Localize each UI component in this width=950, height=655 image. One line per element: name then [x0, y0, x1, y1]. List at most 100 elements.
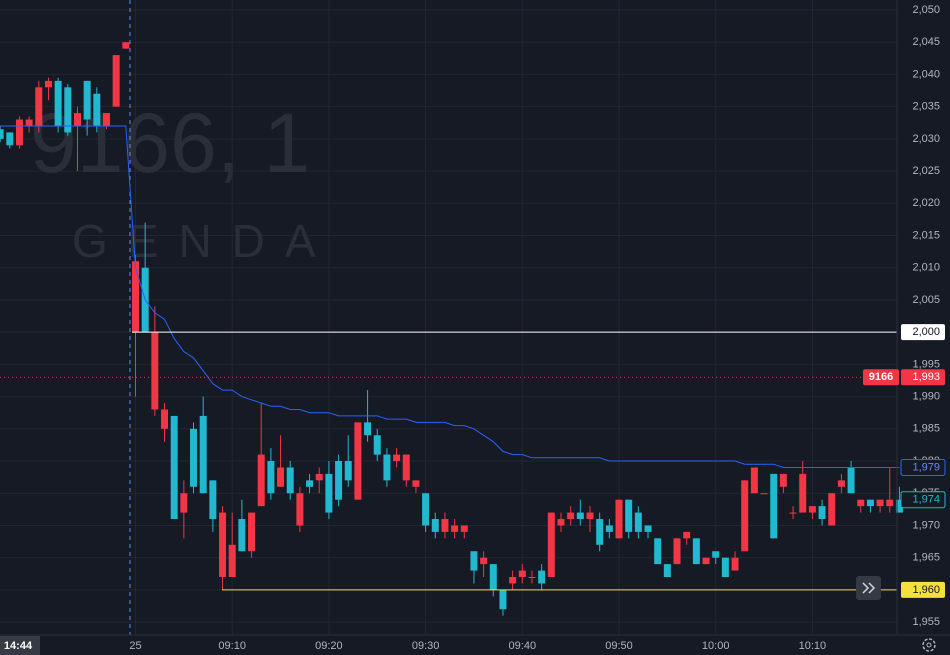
candle-body: [692, 538, 700, 565]
candle-body: [886, 499, 894, 507]
price-label: 2,000: [912, 326, 940, 338]
candle-body: [528, 577, 536, 579]
candle-body: [6, 132, 14, 146]
x-tick-label: 10:00: [702, 640, 730, 652]
candle-body: [770, 473, 778, 539]
price-label-box: [901, 581, 945, 598]
scroll-icon[interactable]: [862, 582, 876, 594]
candle-body: [460, 525, 468, 532]
candle-body: [315, 473, 323, 481]
candle-body: [248, 512, 256, 552]
candle-body: [257, 454, 265, 507]
candle-body: [654, 538, 662, 565]
candle-body: [712, 551, 720, 558]
y-tick-label: 1,955: [912, 616, 940, 628]
axes: 2,050 2,045 2,040 2,035 2,030 2,025 2,020 2,015…: [129, 4, 946, 652]
candle-body: [199, 415, 207, 494]
candle-body: [325, 473, 333, 513]
candle-body: [615, 499, 623, 539]
price-label-box: [901, 369, 945, 386]
price-label: 1,974: [912, 494, 940, 506]
candle-body: [383, 454, 391, 481]
candle-body: [170, 415, 178, 520]
y-tick-label: 2,025: [912, 165, 940, 177]
candle-body: [547, 512, 555, 578]
candle-body: [683, 531, 691, 539]
candle-body: [760, 493, 768, 495]
candle-body: [789, 512, 797, 514]
candle-body: [64, 87, 72, 133]
candle-body: [402, 454, 410, 481]
candle-body: [83, 80, 91, 120]
x-tick-label: 09:30: [412, 640, 440, 652]
candle-body: [190, 428, 198, 487]
price-label: 1,993: [912, 371, 940, 383]
candle-body: [499, 589, 507, 610]
vwap-line: [0, 125, 900, 468]
candle-body: [73, 113, 81, 126]
candle-body: [306, 480, 314, 487]
y-tick-label: 1,985: [912, 423, 940, 435]
candle-body: [354, 422, 362, 500]
candle-body: [209, 480, 217, 520]
settings-button[interactable]: [922, 638, 936, 652]
candle-body: [489, 564, 497, 590]
candle-body: [219, 512, 227, 578]
x-tick-label: 09:10: [218, 640, 246, 652]
candle-body: [238, 519, 246, 552]
y-tick-label: 2,015: [912, 229, 940, 241]
symbol-label-box: [863, 369, 899, 386]
candle-body: [576, 512, 584, 520]
candle-body: [663, 564, 671, 578]
candle-body: [895, 499, 903, 513]
candle-body: [779, 473, 787, 487]
candle-body: [15, 119, 23, 146]
candle-body: [373, 435, 381, 455]
candle-body: [480, 557, 488, 565]
candle-body: [277, 467, 285, 487]
price-label: 1,960: [912, 584, 940, 596]
candle-body: [286, 467, 294, 494]
scroll-button[interactable]: [856, 576, 881, 600]
candle-body: [605, 525, 613, 532]
candle-body: [702, 557, 710, 565]
settings-icon-center[interactable]: [926, 642, 932, 648]
x-tick-label: 10:10: [799, 640, 827, 652]
candle-body: [518, 570, 526, 578]
settings-icon[interactable]: [922, 638, 936, 652]
candle-body: [25, 119, 33, 126]
price-label: 1,979: [912, 461, 940, 473]
symbol-label: 9166: [869, 371, 893, 383]
x-tick-label: 09:40: [509, 640, 537, 652]
candle-body: [837, 480, 845, 487]
y-tick-label: 2,005: [912, 294, 940, 306]
candle-body: [557, 519, 565, 526]
x-tick-label: 09:20: [315, 640, 343, 652]
y-tick-label: 2,045: [912, 36, 940, 48]
candle-body: [828, 493, 836, 526]
y-tick-label: 2,030: [912, 133, 940, 145]
candle-body: [799, 473, 807, 513]
candle-body: [750, 467, 758, 494]
candle-body: [741, 480, 749, 552]
candle-body: [44, 80, 52, 88]
candle-body: [122, 42, 130, 49]
candle-body: [267, 461, 275, 494]
candle-body: [673, 538, 681, 565]
candle-body: [866, 499, 874, 507]
candle-body: [451, 525, 459, 532]
candle-body: [731, 557, 739, 571]
candle-body: [596, 519, 604, 545]
plot: [0, 42, 903, 616]
candle-body: [422, 493, 430, 526]
candle-body: [112, 55, 120, 107]
candle-body: [538, 570, 546, 584]
candle-body: [818, 506, 826, 520]
price-label-box: [900, 458, 946, 476]
candle-body: [441, 519, 449, 532]
candle-body: [625, 499, 633, 532]
candle-body: [857, 499, 865, 507]
candle-body: [876, 499, 884, 507]
y-tick-label: 2,040: [912, 68, 940, 80]
